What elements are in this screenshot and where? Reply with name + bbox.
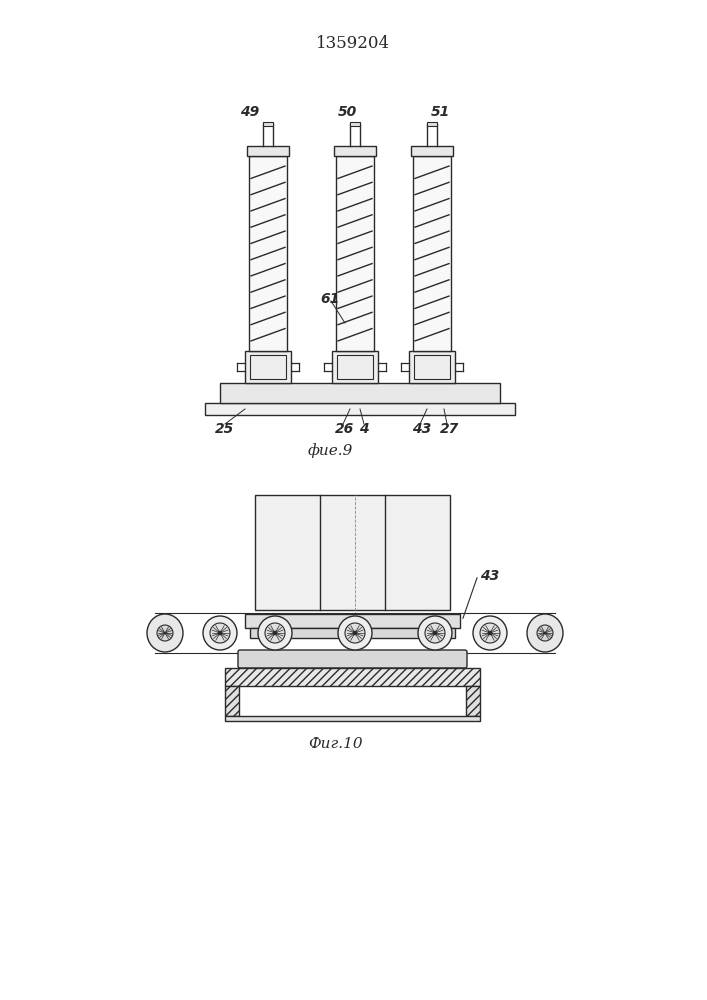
Bar	[334, 146, 376, 156]
Text: 27: 27	[440, 422, 460, 436]
Ellipse shape	[527, 614, 563, 652]
Ellipse shape	[147, 614, 183, 652]
Circle shape	[265, 623, 285, 643]
Bar	[225, 668, 480, 686]
Text: 50: 50	[337, 105, 356, 119]
Text: 25: 25	[215, 422, 234, 436]
Bar	[250, 628, 455, 638]
Circle shape	[338, 616, 372, 650]
Bar	[411, 146, 453, 156]
Circle shape	[425, 623, 445, 643]
Text: 4: 4	[359, 422, 368, 436]
Bar	[245, 351, 291, 383]
Bar	[225, 716, 480, 721]
Bar	[245, 614, 460, 628]
Text: фие.9: фие.9	[308, 443, 353, 458]
Circle shape	[210, 623, 230, 643]
Circle shape	[537, 625, 553, 641]
Bar	[336, 156, 374, 351]
Circle shape	[480, 623, 500, 643]
Text: 1359204: 1359204	[316, 35, 390, 52]
Bar	[409, 351, 455, 383]
Circle shape	[473, 616, 507, 650]
Bar	[263, 122, 273, 126]
Bar	[249, 156, 287, 351]
Circle shape	[218, 631, 222, 635]
Bar	[205, 403, 515, 415]
Circle shape	[353, 631, 357, 635]
Bar	[255, 495, 450, 610]
Text: Фиг.10: Фиг.10	[308, 737, 362, 751]
Text: 43: 43	[480, 569, 499, 583]
Circle shape	[433, 631, 437, 635]
Bar	[337, 355, 373, 379]
Text: 26: 26	[335, 422, 354, 436]
Text: 49: 49	[240, 105, 259, 119]
FancyBboxPatch shape	[238, 650, 467, 668]
Bar	[414, 355, 450, 379]
Bar	[250, 355, 286, 379]
Bar	[225, 686, 239, 716]
Text: 43: 43	[412, 422, 431, 436]
Circle shape	[273, 631, 277, 635]
Circle shape	[203, 616, 237, 650]
Text: 61: 61	[320, 292, 339, 306]
Circle shape	[418, 616, 452, 650]
Bar	[413, 156, 451, 351]
Circle shape	[157, 625, 173, 641]
Bar	[247, 146, 289, 156]
Bar	[427, 122, 437, 126]
Circle shape	[345, 623, 365, 643]
Text: 51: 51	[431, 105, 450, 119]
Bar	[332, 351, 378, 383]
Bar	[466, 686, 480, 716]
Bar	[220, 383, 500, 403]
Bar	[350, 122, 360, 126]
Circle shape	[488, 631, 492, 635]
Circle shape	[258, 616, 292, 650]
